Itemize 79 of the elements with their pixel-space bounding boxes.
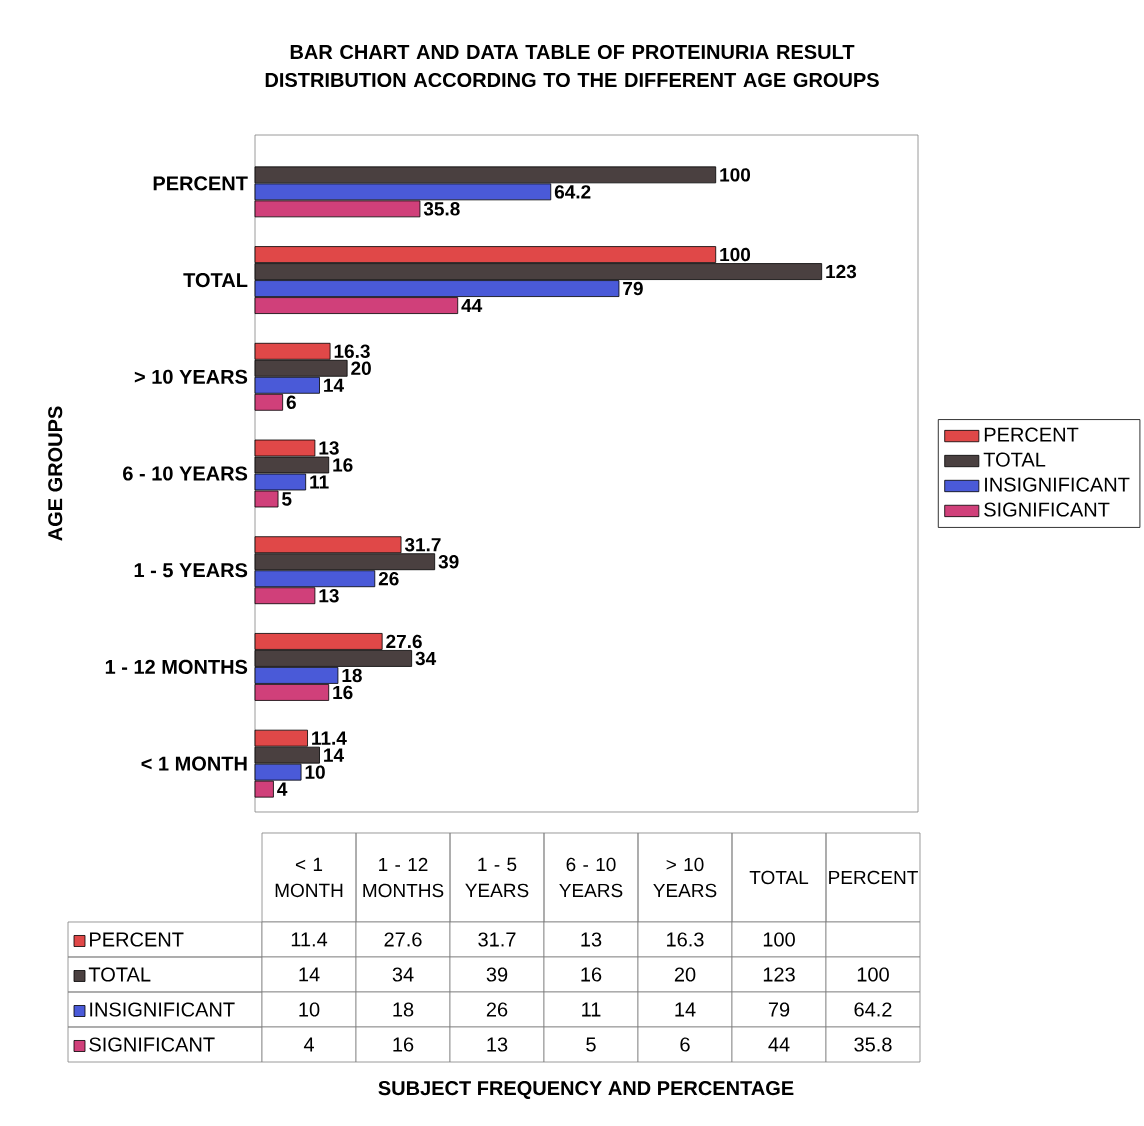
data-label: 27.6 bbox=[386, 634, 422, 649]
data-label: 10 bbox=[299, 1002, 320, 1017]
y-tick-label: SIGNIFICANT bbox=[89, 1037, 215, 1052]
data-label: 4 bbox=[277, 782, 288, 796]
data-label: 100 bbox=[720, 168, 751, 182]
y-tick-label: PERCENT bbox=[153, 176, 248, 191]
data-label: 27.6 bbox=[384, 932, 422, 947]
data-label: 14 bbox=[299, 967, 320, 982]
data-label: 14 bbox=[324, 378, 344, 392]
x-tick-label: > 10 YEARS bbox=[653, 857, 717, 898]
data-label: 64.2 bbox=[554, 185, 591, 199]
y-tick-label: < 1 MONTH bbox=[141, 756, 247, 771]
data-label: 123 bbox=[763, 967, 795, 982]
data-label: 31.7 bbox=[404, 537, 441, 552]
data-label: 13 bbox=[319, 588, 339, 603]
x-tick-label: PERCENT bbox=[829, 870, 918, 885]
data-label: 11 bbox=[310, 475, 329, 489]
x-tick-label: 1 - 12 MONTHS bbox=[363, 857, 444, 898]
data-label: 35.8 bbox=[854, 1037, 892, 1052]
legend-label: INSIGNIFICANT bbox=[985, 477, 1130, 492]
data-label: 11.4 bbox=[312, 731, 347, 745]
data-label: 44 bbox=[461, 299, 483, 313]
y-tick-label: PERCENT bbox=[90, 932, 184, 947]
data-label: 35.8 bbox=[423, 202, 460, 216]
data-label: 100 bbox=[763, 932, 795, 947]
chart-title: BAR CHART AND DATA TABLE OF PROTEINURIA RESULT DISTRIBUTION ACCORDING TO THE DIFFERENT AGE GROUPS bbox=[265, 44, 879, 88]
legend-label: PERCENT bbox=[984, 427, 1079, 442]
data-label: 11 bbox=[582, 1002, 601, 1017]
data-label: 16.3 bbox=[334, 344, 370, 359]
data-label: 44 bbox=[768, 1037, 790, 1052]
data-label: 34 bbox=[392, 967, 414, 982]
data-label: 4 bbox=[303, 1037, 314, 1052]
data-label: 5 bbox=[586, 1037, 596, 1052]
data-label: 16 bbox=[581, 967, 602, 982]
data-label: 13 bbox=[581, 932, 602, 947]
data-label: 26 bbox=[378, 571, 399, 586]
x-tick-label: TOTAL bbox=[749, 870, 809, 885]
data-label: 11.4 bbox=[291, 932, 328, 947]
data-label: 39 bbox=[486, 967, 508, 982]
data-label: 100 bbox=[857, 967, 889, 982]
text: SUBJECT FREQUENCY AND PERCENTAGE bbox=[378, 1081, 794, 1099]
y-tick-label: 1 - 12 MONTHS bbox=[105, 659, 248, 674]
data-label: 26 bbox=[486, 1002, 508, 1017]
data-label: 5 bbox=[282, 492, 292, 506]
data-label: 20 bbox=[351, 361, 371, 376]
x-tick-label: < 1 MONTH bbox=[275, 857, 343, 898]
legend-label: TOTAL bbox=[983, 452, 1046, 467]
data-label: 13 bbox=[319, 441, 339, 455]
y-tick-label: TOTAL bbox=[88, 967, 151, 982]
data-label: 16 bbox=[333, 458, 353, 472]
data-label: 18 bbox=[342, 668, 362, 683]
data-label: 39 bbox=[438, 554, 459, 569]
data-label: 14 bbox=[324, 748, 344, 762]
data-label: 64.2 bbox=[854, 1002, 892, 1017]
y-tick-label: 6 - 10 YEARS bbox=[123, 466, 248, 481]
legend-label: SIGNIFICANT bbox=[984, 502, 1110, 517]
data-label: 6 bbox=[286, 395, 296, 410]
data-label: 20 bbox=[674, 967, 696, 982]
x-tick-label: 1 - 5 YEARS bbox=[465, 857, 529, 898]
data-label: 13 bbox=[487, 1037, 508, 1052]
y-tick-label: > 10 YEARS bbox=[134, 369, 248, 384]
y-tick-label: 1 - 5 YEARS bbox=[134, 563, 248, 578]
data-label: 10 bbox=[305, 765, 325, 779]
data-label: 16.3 bbox=[667, 932, 704, 947]
data-label: 34 bbox=[415, 651, 437, 666]
data-label: 6 bbox=[680, 1037, 690, 1052]
data-label: 123 bbox=[826, 264, 857, 279]
y-tick-label: TOTAL bbox=[183, 273, 248, 288]
data-label: 79 bbox=[768, 1002, 790, 1017]
x-tick-label: 6 - 10 YEARS bbox=[559, 857, 623, 898]
data-label: 18 bbox=[393, 1002, 414, 1017]
y-axis-title: AGE GROUPS bbox=[48, 406, 63, 541]
data-label: 100 bbox=[720, 247, 751, 262]
data-label: 16 bbox=[333, 685, 353, 700]
data-label: 16 bbox=[393, 1037, 414, 1052]
y-tick-label: INSIGNIFICANT bbox=[90, 1002, 235, 1017]
data-label: 14 bbox=[675, 1002, 696, 1017]
data-label: 79 bbox=[623, 281, 643, 296]
data-label: 31.7 bbox=[478, 932, 516, 947]
